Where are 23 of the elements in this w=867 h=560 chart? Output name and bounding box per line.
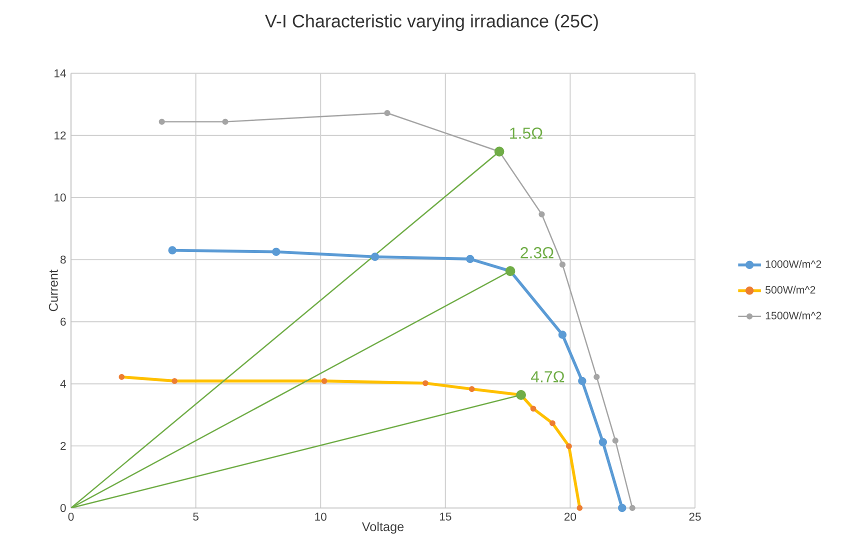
legend-label: 500W/m^2 [765, 286, 816, 294]
y-tick-label: 6 [60, 318, 66, 326]
y-tick-label: 8 [60, 256, 66, 264]
x-tick-label: 5 [193, 512, 198, 521]
annotation: 2.3Ω [520, 247, 554, 258]
x-tick-label: 20 [564, 512, 576, 521]
legend-label: 1500W/m^2 [766, 312, 822, 320]
x-tick-label: 10 [315, 512, 326, 521]
x-axis-title: Voltage [362, 522, 404, 534]
x-tick-label: 0 [68, 512, 74, 521]
y-tick-label: 0 [60, 504, 66, 512]
x-tick-label: 25 [689, 512, 701, 521]
y-tick-label: 4 [60, 380, 66, 388]
x-tick-label: 15 [440, 512, 452, 521]
annotation: 1.5Ω [510, 128, 542, 139]
annotation: 4.7Ω [530, 371, 564, 382]
y-tick-label: 12 [54, 131, 66, 140]
y-tick-label: 10 [54, 194, 66, 202]
y-tick-label: 2 [60, 442, 66, 450]
y-axis-title: Current [48, 270, 58, 312]
chart-title: V-I Characteristic varying irradiance (25C) [265, 14, 598, 32]
y-tick-label: 14 [54, 69, 66, 78]
legend-label: 1000W/m^2 [766, 260, 822, 268]
